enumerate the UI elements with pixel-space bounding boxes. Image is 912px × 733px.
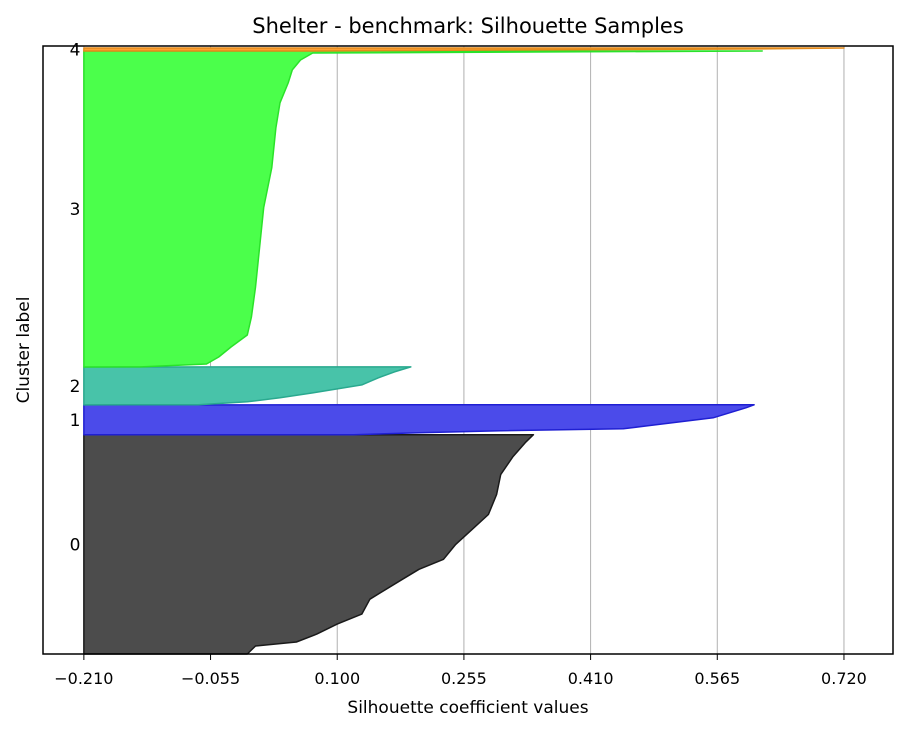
x-tick-label: −0.210 <box>54 669 113 688</box>
x-axis-ticks: −0.210 −0.055 0.100 0.255 0.410 0.565 0.720 <box>54 654 867 688</box>
cluster-areas <box>83 47 845 655</box>
y-axis-label: Cluster label <box>14 297 34 404</box>
x-axis-label: Silhouette coefficient values <box>347 698 588 718</box>
x-tick-label: 0.565 <box>694 669 740 688</box>
x-tick-label: −0.055 <box>181 669 240 688</box>
cluster-0-area <box>83 433 535 655</box>
plot-frame <box>42 45 894 655</box>
cluster-1-area <box>83 404 755 436</box>
cluster-label: 3 <box>70 200 81 220</box>
cluster-label: 1 <box>70 411 81 431</box>
cluster-2-area <box>83 366 412 406</box>
cluster-labels: 0 1 2 3 4 <box>70 40 81 555</box>
chart-title: Shelter - benchmark: Silhouette Samples <box>252 14 684 38</box>
cluster-3-area <box>83 50 763 368</box>
x-tick-label: 0.255 <box>441 669 487 688</box>
x-tick-label: 0.720 <box>821 669 867 688</box>
cluster-4-area <box>83 47 845 52</box>
cluster-label: 4 <box>70 40 81 60</box>
x-tick-label: 0.100 <box>314 669 360 688</box>
cluster-label: 0 <box>70 535 81 555</box>
cluster-label: 2 <box>70 377 81 397</box>
x-tick-label: 0.410 <box>568 669 614 688</box>
